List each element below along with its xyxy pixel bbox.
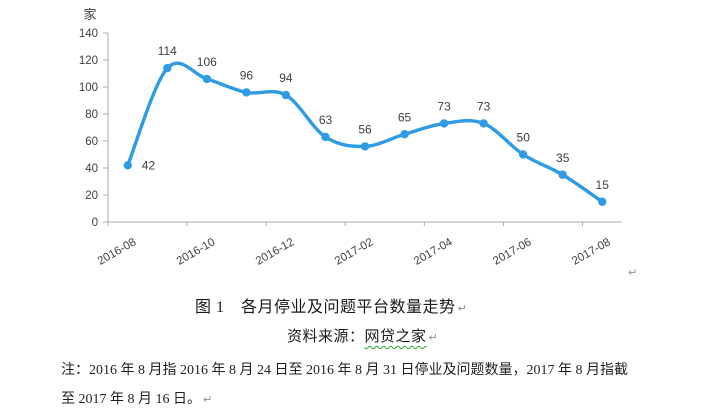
data-label: 73 (477, 100, 491, 114)
data-point-marker (360, 142, 370, 151)
x-axis-tick-label: 2016-10 (175, 236, 218, 268)
y-axis-tick-label: 20 (85, 190, 98, 202)
data-label: 114 (158, 44, 177, 58)
source-name-text: 网贷之家 (364, 329, 427, 345)
data-point-marker (598, 197, 607, 206)
paragraph-mark: ↵ (203, 392, 213, 406)
data-point-marker (400, 130, 409, 139)
y-axis-tick-label: 80 (85, 109, 98, 121)
data-label: 106 (197, 55, 217, 69)
paragraph-mark: ↵ (428, 331, 439, 344)
paragraph-mark: ↵ (457, 302, 468, 315)
x-axis-tick-label: 2016-12 (254, 236, 297, 268)
data-point-marker (163, 63, 172, 73)
y-axis-tick-label: 120 (79, 55, 98, 67)
y-axis-tick-label: 100 (79, 82, 98, 94)
data-label: 42 (142, 158, 156, 172)
y-axis-tick-label: 40 (85, 163, 98, 175)
data-point-marker (123, 161, 132, 170)
data-label: 96 (240, 68, 254, 82)
data-point-marker (202, 74, 212, 84)
y-axis-tick-label: 140 (79, 28, 98, 40)
x-axis-tick-label: 2016-08 (96, 236, 139, 268)
figure-caption-text: 图 1 各月停业及问题平台数量走势 (195, 299, 456, 316)
data-label: 65 (398, 110, 412, 124)
data-label: 73 (437, 100, 451, 114)
data-point-marker (281, 90, 291, 100)
source-caption: 资料来源：网贷之家 ↵ (287, 325, 438, 346)
data-label: 15 (596, 178, 610, 192)
source-prefix-text: 资料来源： (287, 329, 365, 345)
data-point-marker (242, 88, 251, 97)
y-axis-unit-label: 家 (83, 7, 96, 22)
line-chart: 0 20 40 60 80 100 120 140 家 2016-08 2016-10 2016-12… (79, 7, 622, 268)
paragraph-mark: ↵ (628, 266, 638, 279)
note-paragraph: 注：2016 年 8 月指 2016 年 8 月 24 日至 2016 年 8 … (61, 357, 636, 414)
x-axis-tick-label: 2017-08 (570, 236, 613, 268)
figure-caption: 图 1 各月停业及问题平台数量走势 ↵ (195, 293, 467, 317)
data-point-marker (321, 132, 330, 142)
x-axis-tick-label: 2017-02 (333, 236, 376, 268)
x-axis-tick-label: 2017-04 (412, 236, 455, 268)
data-point-marker (518, 150, 528, 159)
data-label: 35 (556, 151, 570, 165)
y-axis-tick-label: 60 (85, 136, 98, 148)
data-label: 56 (358, 122, 372, 136)
note-text: 注：2016 年 8 月指 2016 年 8 月 24 日至 2016 年 8 … (61, 363, 628, 407)
data-label: 63 (319, 113, 333, 127)
y-axis-tick-label: 0 (92, 217, 98, 229)
data-point-marker (479, 119, 488, 128)
data-point-marker (558, 170, 567, 179)
data-point-marker (439, 119, 449, 128)
data-label: 94 (279, 71, 293, 85)
x-axis-tick-label: 2017-06 (491, 236, 534, 268)
data-label: 50 (517, 131, 531, 145)
